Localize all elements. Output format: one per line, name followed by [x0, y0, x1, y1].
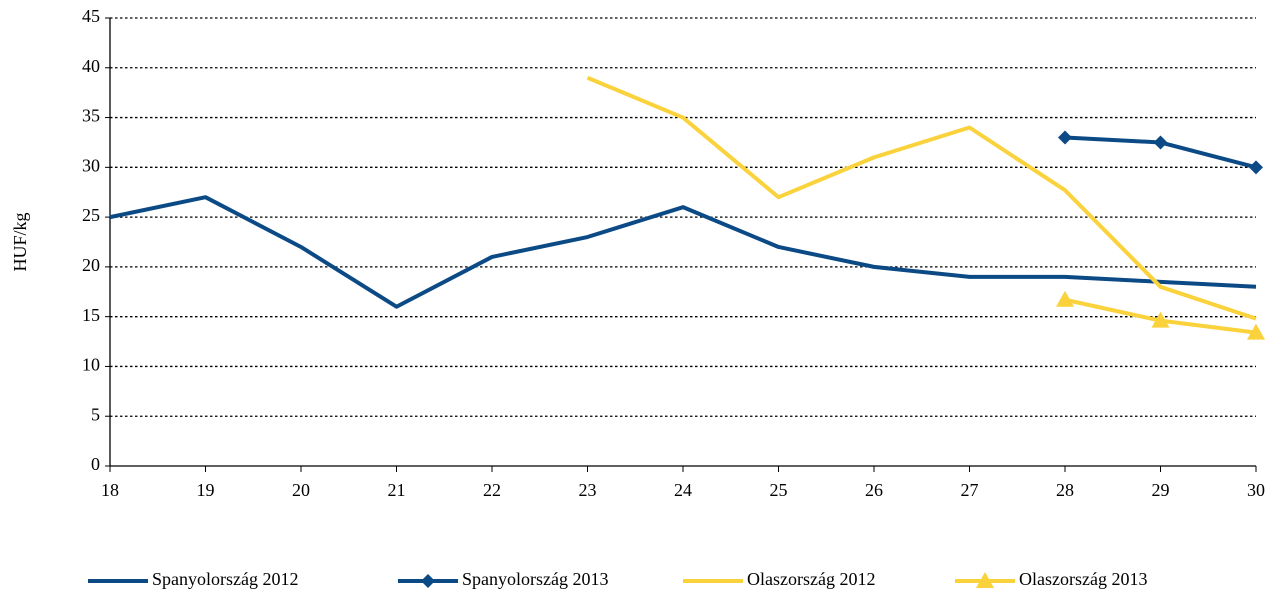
x-tick-label: 27	[961, 480, 979, 500]
marker	[1056, 290, 1074, 307]
x-tick-label: 28	[1056, 480, 1074, 500]
x-tick-label: 22	[483, 480, 501, 500]
y-tick-label: 35	[82, 106, 100, 126]
y-tick-label: 5	[91, 404, 100, 424]
marker	[1153, 135, 1168, 150]
y-tick-label: 45	[82, 6, 100, 26]
series-line	[586, 75, 1257, 321]
x-tick-label: 26	[865, 480, 883, 500]
legend-marker	[976, 572, 994, 588]
series-line	[109, 195, 1257, 309]
x-tick-label: 20	[292, 480, 310, 500]
marker	[1058, 130, 1072, 145]
legend-marker	[421, 574, 435, 588]
y-tick-label: 10	[82, 355, 100, 375]
x-tick-label: 19	[197, 480, 215, 500]
legend-label: Spanyolország 2012	[152, 569, 298, 589]
y-tick-label: 20	[82, 255, 100, 275]
y-axis-label: HUF/kg	[10, 212, 30, 271]
legend-label: Spanyolország 2013	[462, 569, 608, 589]
x-tick-label: 23	[579, 480, 597, 500]
y-tick-label: 15	[82, 305, 100, 325]
marker	[1151, 311, 1170, 328]
x-tick-label: 21	[388, 480, 406, 500]
x-tick-label: 30	[1247, 480, 1265, 500]
y-tick-label: 40	[82, 56, 100, 76]
y-tick-label: 25	[82, 205, 100, 225]
marker	[1247, 323, 1265, 340]
legend-label: Olaszország 2013	[1019, 569, 1147, 589]
x-tick-label: 25	[770, 480, 788, 500]
x-tick-label: 24	[674, 480, 692, 500]
y-tick-label: 0	[91, 454, 100, 474]
x-tick-label: 29	[1152, 480, 1170, 500]
x-tick-label: 18	[101, 480, 119, 500]
marker	[1249, 160, 1263, 175]
legend-label: Olaszország 2012	[747, 569, 875, 589]
y-tick-label: 30	[82, 155, 100, 175]
